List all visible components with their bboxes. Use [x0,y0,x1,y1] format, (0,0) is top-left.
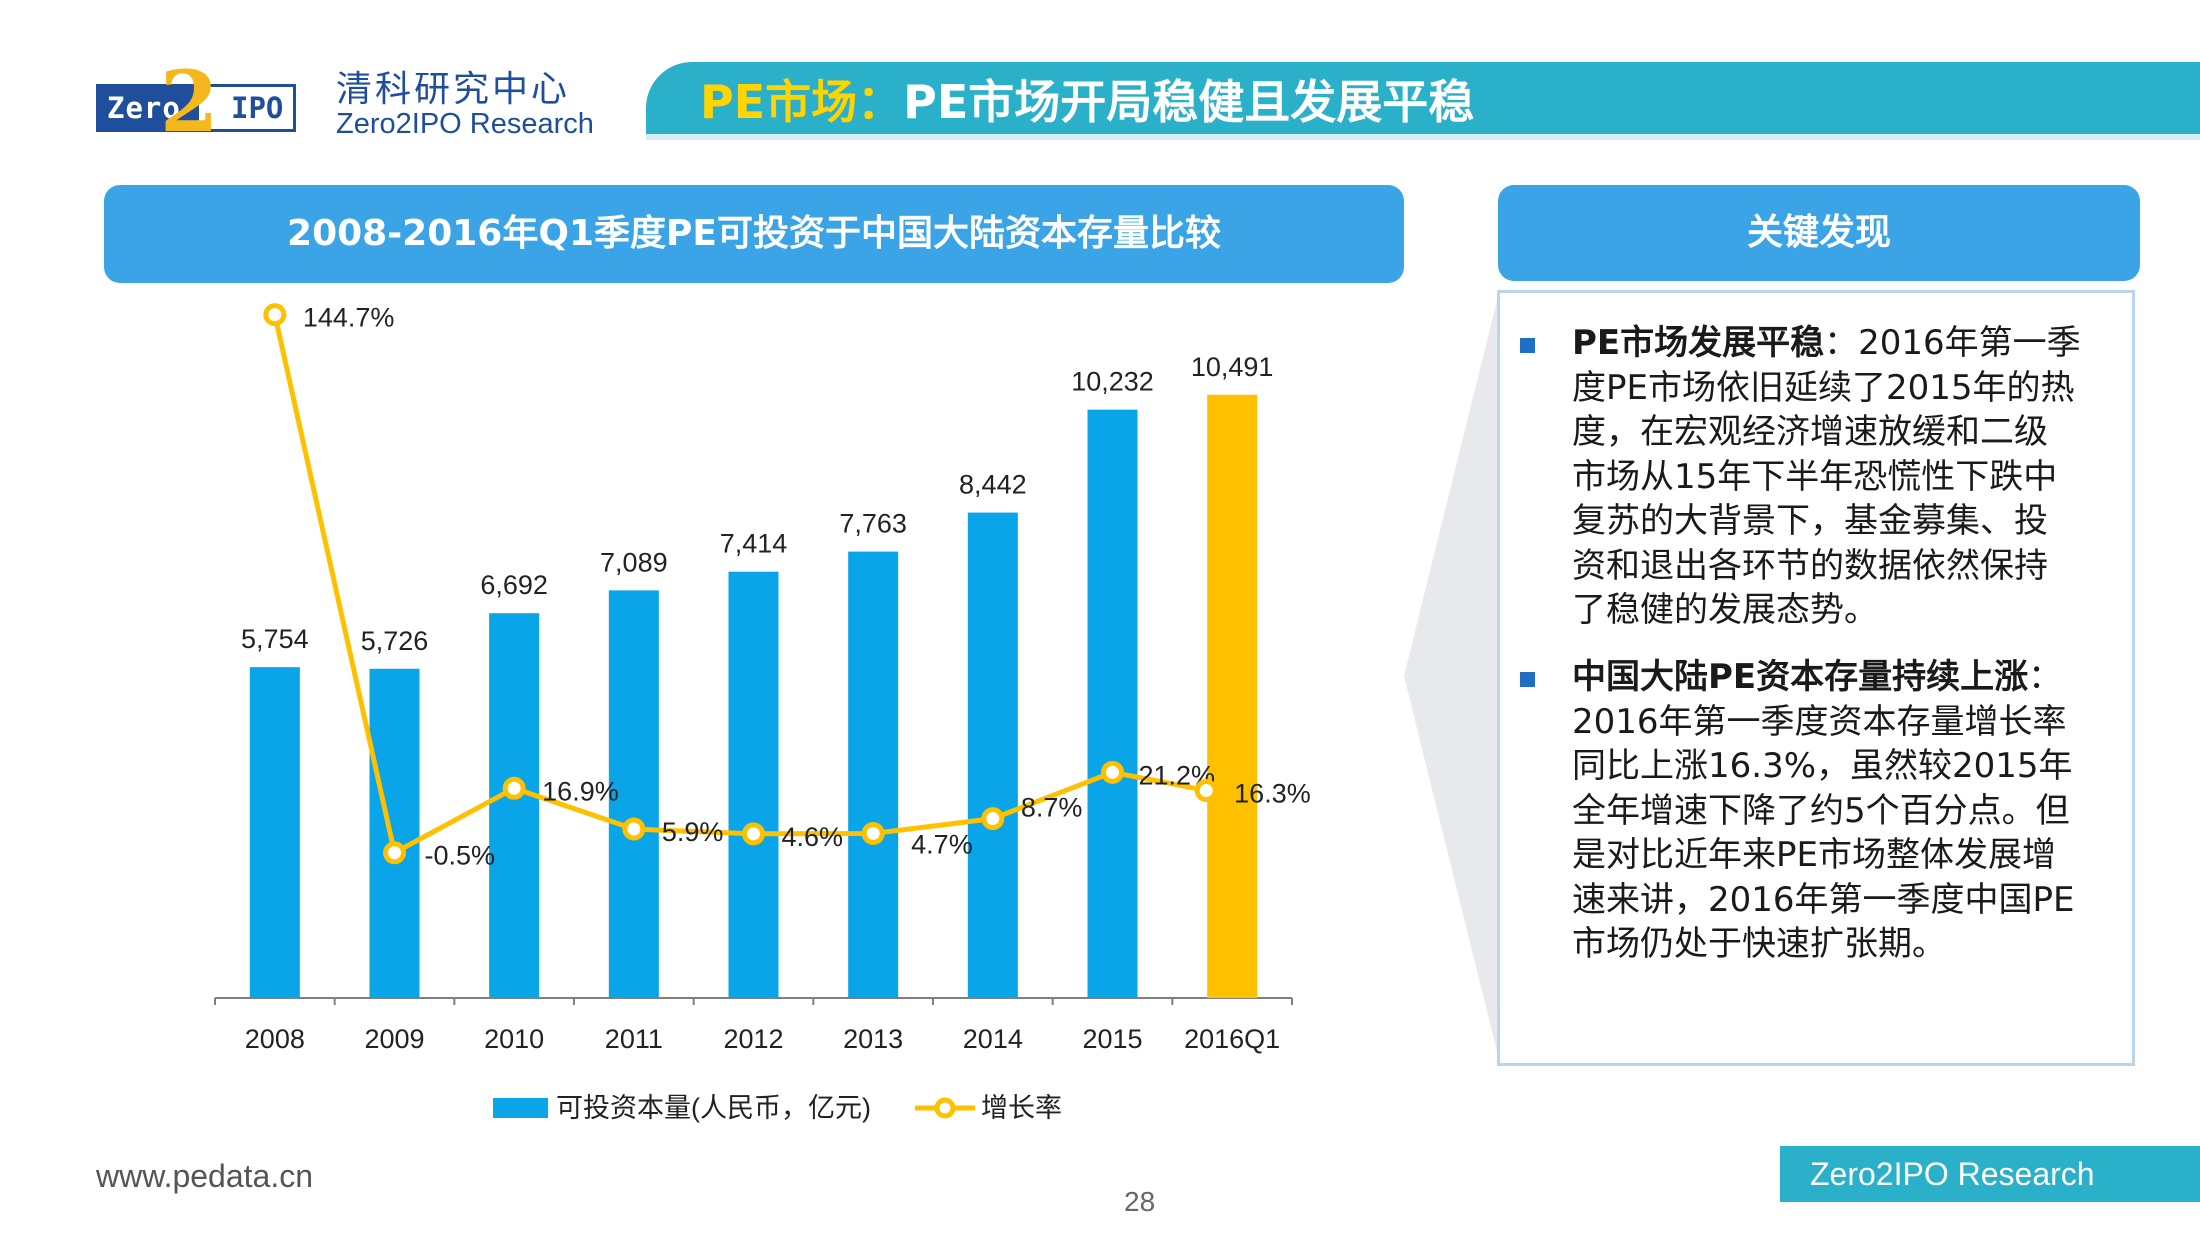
x-tick-label: 2015 [1082,1024,1142,1054]
legend-line-label: 增长率 [981,1093,1062,1123]
bar-value-label: 7,089 [600,547,668,577]
callout-shape [1404,288,1500,1064]
x-tick-label: 2012 [723,1024,783,1054]
x-tick-label: 2014 [963,1024,1023,1054]
growth-point [742,822,765,846]
growth-label: -0.5% [425,841,496,871]
growth-point [1194,778,1218,802]
finding-text: 市场仍处于快速扩张期。 [1572,924,1946,964]
finding-text: 了稳健的发展态势。 [1572,590,1878,630]
page-number: 28 [1124,1186,1156,1217]
bar-value-label: 10,491 [1191,352,1274,382]
finding-text: 同比上涨16.3%，虽然较2015年 [1572,746,2073,786]
finding-text: 复苏的大背景下，基金募集、投 [1572,501,2048,541]
growth-point [502,776,526,800]
finding-text: ：2016年第一季 [1824,323,2081,363]
finding-text: ： [2028,657,2063,697]
logo-left-text: Zero [107,91,181,125]
x-tick-label: 2011 [605,1024,663,1054]
bar-value-label: 8,442 [959,470,1027,500]
growth-label: 144.7% [303,303,395,333]
finding-item: PE市场发展平稳：2016年第一季 度PE市场依旧延续了2015年的热 度，在宏观经… [1520,321,2110,633]
logo-two-glyph: 2 [160,52,219,151]
bar-value-label: 7,763 [839,509,907,539]
bar [369,668,420,998]
finding-text: 速来讲，2016年第一季度中国PE [1572,879,2075,920]
footer-url: www.pedata.cn [96,1158,314,1194]
finding-item: 中国大陆PE资本存量持续上涨： 2016年第一季度资本存量增长率 同比上涨16.3%… [1520,655,2110,967]
finding-text: 是对比近年来PE市场整体发展增 [1572,835,2056,875]
growth-point [861,821,885,845]
growth-label: 5.9% [662,817,724,847]
legend-line-marker [934,1097,956,1119]
finding-text: 资和退出各环节的数据依然保持 [1572,545,2048,586]
bar-value-label: 5,726 [361,626,429,656]
finding-heading: 中国大陆PE资本存量持续上涨 [1572,657,2029,697]
x-tick-label: 2010 [484,1024,544,1054]
growth-point [622,817,646,841]
bar [489,613,540,998]
page-title-rest: PE市场开局稳健且发展平稳 [903,75,1475,129]
growth-label: 4.7% [911,829,973,859]
finding-text: 度PE市场依旧延续了2015年的热 [1572,367,2075,408]
bar [728,571,779,998]
x-tick-label: 2016Q1 [1184,1024,1280,1054]
brand-name-cn: 清科研究中心 [336,69,571,110]
finding-text: 市场从15年下半年恐慌性下跌中 [1572,456,2058,497]
bar-value-label: 7,414 [720,529,788,559]
bar [249,667,300,998]
growth-label: 4.6% [782,822,844,852]
brand-name-en: Zero2IPO Research [336,108,594,140]
logo: Zero IPO [96,84,296,132]
page-title: PE市场：PE市场开局稳健且发展平稳 [700,66,1474,132]
growth-point [263,303,287,327]
page-title-highlight: PE市场： [700,75,904,129]
growth-point [1101,760,1124,784]
legend-bar-swatch [493,1098,548,1118]
bar-value-label: 5,754 [241,624,309,654]
growth-point [383,841,406,865]
x-tick-label: 2008 [245,1024,305,1054]
title-band-underline [646,134,2200,140]
x-tick-label: 2009 [364,1024,424,1054]
bar-value-label: 10,232 [1071,367,1154,397]
key-findings-box: PE市场发展平稳：2016年第一季 度PE市场依旧延续了2015年的热 度，在宏观经… [1497,290,2135,1066]
chart: 5,754 2008 5,726 2009 6,692 2010 7,089 2011 7,41… [214,303,1311,1123]
growth-label: 16.3% [1234,778,1311,808]
logo-right-text: IPO [231,91,284,125]
growth-label: 16.9% [542,776,619,806]
bar [967,512,1018,998]
title-band [646,62,2200,134]
bullet-icon [1520,338,1535,353]
bar [848,551,899,998]
growth-point [981,807,1005,831]
bar [1207,394,1258,998]
legend-bar-label: 可投资本量(人民币，亿元) [556,1093,871,1123]
chart-title: 2008-2016年Q1季度PE可投资于中国大陆资本存量比较 [104,185,1404,283]
bar-value-label: 6,692 [480,570,548,600]
finding-text: 全年增速下降了约5个百分点。但 [1572,790,2070,831]
bar [1087,409,1138,998]
growth-label: 8.7% [1021,793,1083,823]
bullet-icon [1520,672,1535,687]
footer-brand: Zero2IPO Research [1780,1146,2200,1202]
bar [608,590,659,998]
finding-heading: PE市场发展平稳 [1572,323,1825,363]
finding-text: 度，在宏观经济增速放缓和二级 [1572,412,2048,452]
key-findings-title: 关键发现 [1498,185,2140,281]
x-tick-label: 2013 [843,1024,903,1054]
finding-text: 2016年第一季度资本存量增长率 [1572,701,2067,742]
